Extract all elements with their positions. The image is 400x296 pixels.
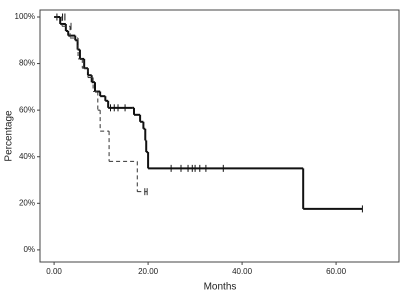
y-tick-label: 80%	[19, 59, 35, 68]
y-tick-label: 60%	[19, 105, 35, 114]
x-tick-label: 20.00	[138, 267, 159, 276]
x-tick-label: 0.00	[46, 267, 62, 276]
x-tick-label: 60.00	[326, 267, 347, 276]
y-tick-label: 20%	[19, 198, 35, 207]
x-tick-label: 40.00	[232, 267, 253, 276]
x-axis-title: Months	[204, 282, 237, 293]
y-tick-label: 40%	[19, 152, 35, 161]
y-tick-label: 0%	[23, 245, 35, 254]
y-tick-label: 100%	[15, 12, 35, 21]
y-axis-title: Percentage	[4, 110, 15, 162]
plot-frame	[39, 9, 400, 263]
